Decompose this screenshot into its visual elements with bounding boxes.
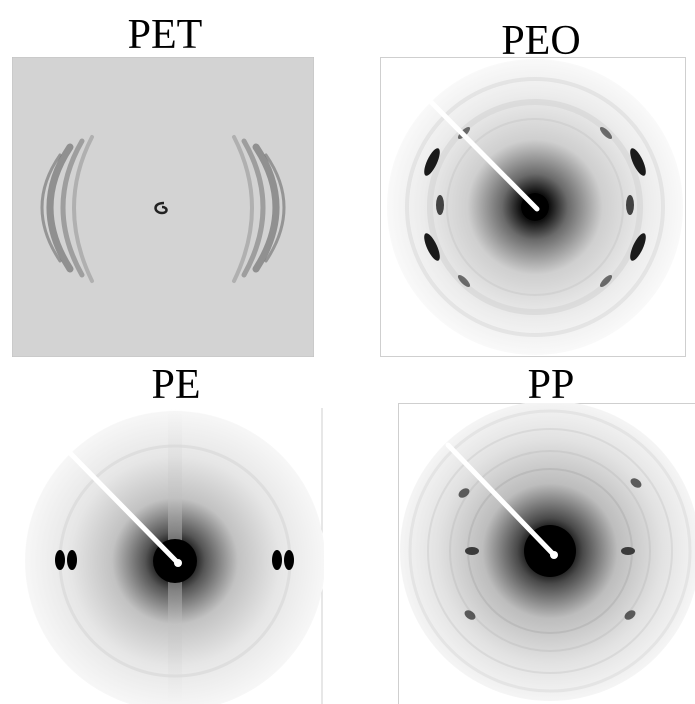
pp-diffraction-pattern (398, 403, 695, 704)
pet-left-arcs (40, 135, 94, 283)
peo-reflections (424, 126, 646, 288)
pp-reflections (458, 478, 642, 620)
peo-rings (405, 77, 665, 337)
peo-beamstop (425, 96, 540, 212)
peo-label: PEO (501, 18, 581, 64)
pet-right-arcs (232, 135, 286, 283)
pet-beam-center-mark (154, 201, 168, 215)
pe-diffraction-pattern (22, 408, 324, 704)
pe-beamstop (67, 450, 181, 566)
peo-diffraction-pattern (380, 57, 686, 357)
pp-beamstop (445, 442, 557, 558)
pe-label: PE (151, 362, 201, 408)
pet-diffraction-pattern (12, 57, 314, 357)
pe-equatorial-reflections (55, 550, 294, 570)
pet-label: PET (127, 12, 203, 58)
pp-label: PP (527, 362, 575, 408)
